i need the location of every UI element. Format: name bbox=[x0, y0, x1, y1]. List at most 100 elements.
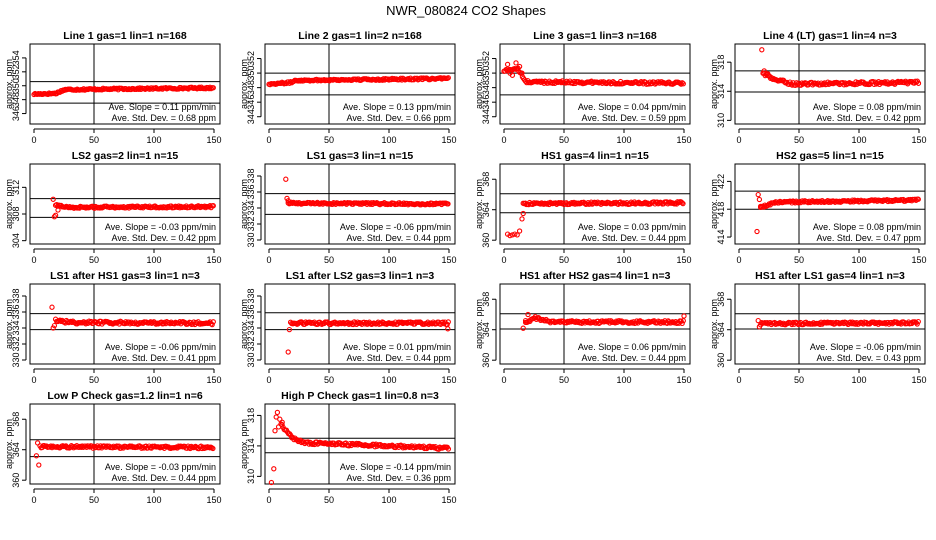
y-axis-label: approx. ppm bbox=[474, 179, 484, 229]
data-point bbox=[275, 424, 282, 430]
plot-frame bbox=[264, 403, 456, 485]
slope-annotation: Ave. Slope = 0.08 ppm/min bbox=[813, 222, 921, 232]
panel-title: Line 2 gas=1 lin=2 n=168 bbox=[298, 30, 422, 42]
std-dev-annotation: Ave. Std. Dev. = 0.41 ppm bbox=[112, 353, 216, 363]
data-point bbox=[520, 325, 526, 331]
data-point bbox=[285, 198, 291, 204]
x-tick-label: 0 bbox=[31, 495, 36, 505]
x-tick-label: 50 bbox=[324, 375, 334, 385]
slope-annotation: Ave. Slope = -0.03 ppm/min bbox=[105, 462, 216, 472]
plot-frame bbox=[499, 163, 691, 245]
x-tick-label: 100 bbox=[381, 255, 396, 265]
data-point bbox=[915, 318, 921, 325]
y-tick-label: 338 bbox=[11, 288, 21, 303]
std-dev-annotation: Ave. Std. Dev. = 0.36 ppm bbox=[347, 473, 451, 483]
plot-frame bbox=[29, 163, 221, 245]
data-point bbox=[286, 326, 293, 333]
x-tick-label: 100 bbox=[616, 375, 631, 385]
x-tick-label: 100 bbox=[381, 135, 396, 145]
slope-annotation: Ave. Slope = -0.06 ppm/min bbox=[340, 222, 451, 232]
x-tick-label: 100 bbox=[146, 135, 161, 145]
data-point bbox=[153, 321, 159, 327]
y-tick-label: 310 bbox=[716, 113, 726, 128]
panel-title: High P Check gas=1 lin=0.8 n=3 bbox=[281, 390, 439, 402]
x-tick-label: 0 bbox=[266, 255, 271, 265]
data-point bbox=[679, 200, 685, 206]
y-tick-label: 352 bbox=[246, 51, 256, 66]
data-point bbox=[285, 349, 291, 355]
std-dev-annotation: Ave. Std. Dev. = 0.44 ppm bbox=[582, 233, 686, 243]
x-tick-label: 150 bbox=[206, 495, 221, 505]
x-tick-label: 0 bbox=[501, 255, 506, 265]
x-tick-label: 0 bbox=[31, 375, 36, 385]
y-tick-label: 364 bbox=[11, 442, 21, 457]
x-tick-label: 50 bbox=[324, 255, 334, 265]
data-point bbox=[33, 453, 40, 459]
data-points bbox=[50, 196, 216, 220]
panel-title: HS2 gas=5 lin=1 n=15 bbox=[776, 150, 884, 162]
y-axis-label: approx. ppm bbox=[239, 179, 249, 229]
data-point bbox=[209, 321, 215, 328]
plot-frame bbox=[264, 43, 456, 125]
slope-annotation: Ave. Slope = 0.06 ppm/min bbox=[578, 342, 686, 352]
data-point bbox=[755, 191, 761, 198]
x-tick-label: 50 bbox=[89, 495, 99, 505]
y-tick-label: 330 bbox=[246, 232, 256, 247]
data-point bbox=[210, 445, 216, 452]
y-tick-label: 414 bbox=[716, 230, 726, 245]
y-axis-label: approx. ppm bbox=[4, 179, 14, 229]
y-axis-label: approx. ppm bbox=[239, 59, 249, 109]
data-points bbox=[49, 304, 216, 331]
data-point bbox=[512, 231, 518, 237]
data-point bbox=[677, 80, 683, 86]
y-axis-label: approx. ppm bbox=[239, 299, 249, 349]
y-tick-label: 308 bbox=[11, 206, 21, 221]
std-dev-annotation: Ave. Std. Dev. = 0.42 ppm bbox=[817, 113, 921, 123]
slope-annotation: Ave. Slope = -0.06 ppm/min bbox=[810, 342, 921, 352]
data-points bbox=[759, 47, 922, 88]
y-tick-label: 350 bbox=[11, 78, 21, 93]
y-tick-label: 348 bbox=[246, 80, 256, 95]
data-point bbox=[522, 317, 529, 324]
data-points bbox=[285, 319, 451, 355]
y-tick-label: 368 bbox=[716, 292, 726, 307]
x-tick-label: 100 bbox=[381, 375, 396, 385]
panel-4: Line 4 (LT) gas=1 lin=4 n=3 0 50 100 150 310 3… bbox=[709, 30, 927, 145]
x-tick-label: 50 bbox=[794, 375, 804, 385]
x-tick-label: 50 bbox=[324, 135, 334, 145]
y-tick-label: 360 bbox=[481, 233, 491, 248]
y-tick-label: 332 bbox=[246, 336, 256, 351]
y-tick-label: 334 bbox=[246, 200, 256, 215]
std-dev-annotation: Ave. Std. Dev. = 0.44 ppm bbox=[347, 233, 451, 243]
y-tick-label: 338 bbox=[246, 288, 256, 303]
x-tick-label: 50 bbox=[794, 255, 804, 265]
y-tick-label: 334 bbox=[246, 320, 256, 335]
data-point bbox=[680, 318, 686, 324]
slope-annotation: Ave. Slope = -0.06 ppm/min bbox=[105, 342, 216, 352]
panel-title: HS1 gas=4 lin=1 n=15 bbox=[541, 150, 649, 162]
y-tick-label: 360 bbox=[716, 353, 726, 368]
data-points bbox=[754, 191, 921, 235]
plot-frame bbox=[734, 163, 926, 245]
data-point bbox=[271, 466, 277, 472]
y-tick-label: 368 bbox=[481, 172, 491, 187]
data-point bbox=[756, 324, 763, 330]
y-tick-label: 346 bbox=[11, 106, 21, 121]
std-dev-annotation: Ave. Std. Dev. = 0.59 ppm bbox=[582, 113, 686, 123]
y-axis-label: approx. ppm bbox=[709, 179, 719, 229]
y-tick-label: 318 bbox=[246, 408, 256, 423]
data-point bbox=[757, 203, 764, 210]
slope-annotation: Ave. Slope = 0.13 ppm/min bbox=[343, 102, 451, 112]
panel-6: LS1 gas=3 lin=1 n=150 50 100 15033033233433… bbox=[239, 150, 457, 265]
plot-frame bbox=[29, 283, 221, 365]
data-point bbox=[50, 196, 56, 202]
data-points bbox=[520, 311, 687, 331]
data-point bbox=[513, 60, 519, 66]
y-tick-label: 348 bbox=[11, 92, 21, 107]
data-point bbox=[519, 70, 525, 76]
plot-frame bbox=[499, 43, 691, 125]
x-tick-label: 150 bbox=[911, 135, 926, 145]
